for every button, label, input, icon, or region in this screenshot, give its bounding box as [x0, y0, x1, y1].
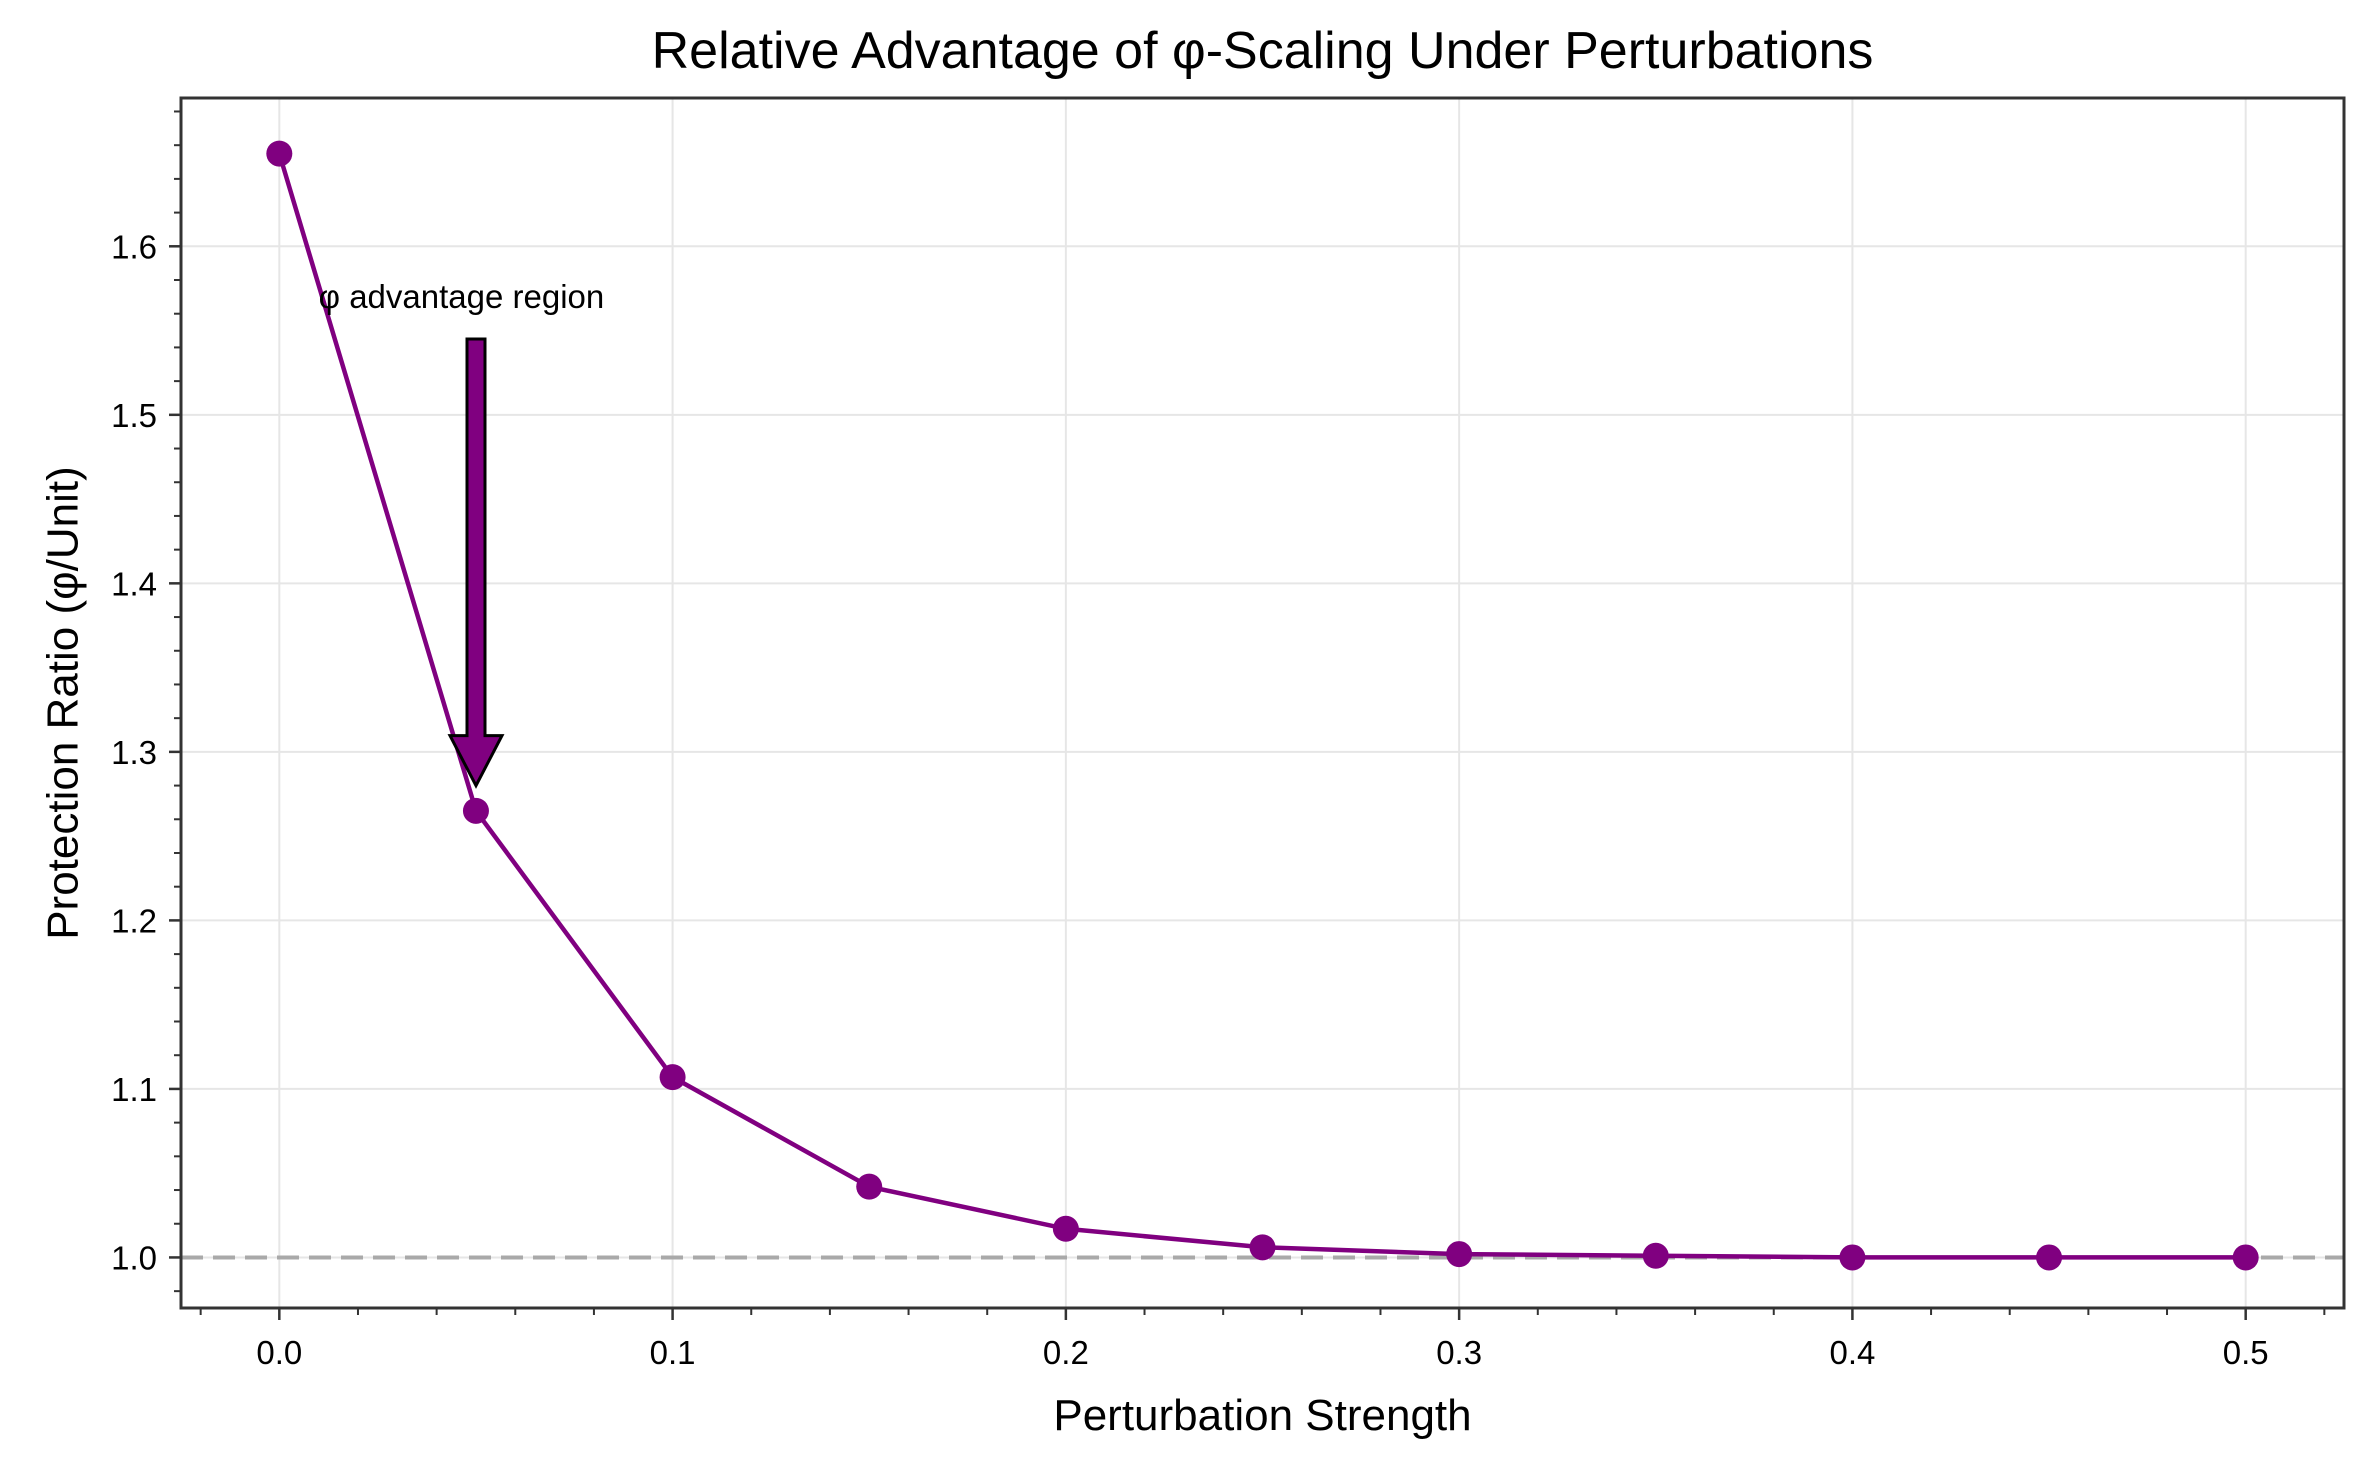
data-point — [1446, 1241, 1473, 1268]
x-tick-label: 0.0 — [256, 1334, 302, 1371]
y-tick-label: 1.6 — [111, 228, 157, 265]
x-tick-label: 0.4 — [1829, 1334, 1875, 1371]
y-tick-label: 1.4 — [111, 565, 157, 602]
axes-layer — [179, 96, 2346, 1310]
x-tick-label: 0.5 — [2223, 1334, 2269, 1371]
data-point — [2036, 1244, 2063, 1271]
y-tick-label: 1.1 — [111, 1071, 157, 1108]
axes-frame — [179, 96, 2346, 1310]
data-point — [2232, 1244, 2259, 1271]
x-tick-label: 0.3 — [1436, 1334, 1482, 1371]
y-tick-label: 1.2 — [111, 902, 157, 939]
data-point — [659, 1064, 686, 1091]
series-layer — [266, 140, 2259, 1271]
y-tick-label: 1.0 — [111, 1239, 157, 1276]
data-point — [462, 797, 489, 824]
data-point — [856, 1173, 883, 1200]
grid-layer — [181, 98, 2344, 1308]
annotation-layer — [447, 337, 505, 789]
data-point — [1249, 1234, 1276, 1261]
x-tick-label: 0.1 — [650, 1334, 696, 1371]
chart-title: Relative Advantage of φ-Scaling Under Pe… — [652, 22, 1874, 80]
data-point — [1052, 1215, 1079, 1242]
data-point — [1839, 1244, 1866, 1271]
data-point — [1642, 1242, 1669, 1269]
x-tick-label: 0.2 — [1043, 1334, 1089, 1371]
data-point — [266, 140, 293, 167]
ticks-layer: 0.0 0.1 0.2 0.3 0.4 0.5 1.0 1.1 1.2 1.3 1.4 1.5 1.6 — [111, 110, 2326, 1371]
y-tick-label: 1.3 — [111, 734, 157, 771]
y-tick-label: 1.5 — [111, 397, 157, 434]
annotation-arrow — [447, 337, 505, 789]
x-axis-label: Perturbation Strength — [1053, 1391, 1471, 1440]
y-axis-label: Protection Ratio (φ/Unit) — [38, 466, 87, 940]
annotation-label: φ advantage region — [319, 278, 605, 315]
